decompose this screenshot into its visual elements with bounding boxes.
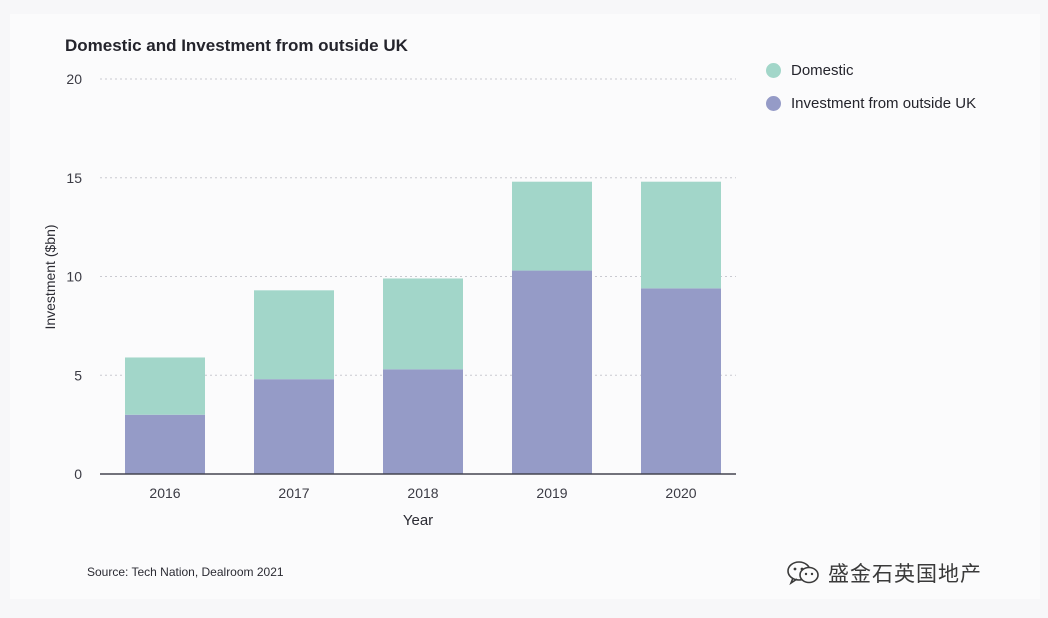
- x-tick-label: 2018: [407, 485, 438, 501]
- bar-outside-uk-2019: [512, 270, 592, 474]
- legend-label-outside-uk: Investment from outside UK: [791, 94, 977, 112]
- legend-item-domestic: Domestic: [766, 60, 854, 80]
- chart-title: Domestic and Investment from outside UK: [65, 36, 408, 55]
- bar-domestic-2018: [383, 278, 463, 370]
- bar-outside-uk-2018: [383, 369, 463, 474]
- y-tick-label: 20: [66, 71, 82, 87]
- bar-domestic-2019: [512, 181, 592, 271]
- x-tick-label: 2020: [665, 485, 696, 501]
- y-tick-label: 15: [66, 170, 82, 186]
- y-tick-label: 0: [74, 466, 82, 482]
- legend-item-outside-uk: Investment from outside UK: [766, 93, 976, 113]
- bar-domestic-2017: [254, 290, 334, 380]
- bar-domestic-2016: [125, 357, 205, 415]
- legend-swatch-outside-uk: [766, 95, 781, 111]
- x-tick-label: 2019: [536, 485, 567, 501]
- watermark-text: 盛金石英国地产: [828, 562, 982, 586]
- wechat-icon: [787, 561, 819, 586]
- bar-outside-uk-2020: [641, 288, 721, 474]
- bar-domestic-2020: [641, 181, 721, 289]
- watermark: 盛金石英国地产: [786, 559, 982, 587]
- y-axis-title: Investment ($bn): [42, 224, 58, 329]
- bar-outside-uk-2017: [254, 379, 334, 474]
- bar-outside-uk-2016: [125, 414, 205, 474]
- bars: [125, 181, 721, 474]
- legend-swatch-domestic: [766, 62, 781, 78]
- grid-lines: [100, 78, 736, 376]
- x-axis-title: Year: [403, 512, 433, 529]
- y-tick-label: 5: [74, 367, 82, 383]
- y-tick-label: 10: [66, 269, 82, 285]
- legend-label-domestic: Domestic: [791, 61, 854, 79]
- source-note: Source: Tech Nation, Dealroom 2021: [87, 565, 284, 579]
- x-tick-label: 2017: [278, 485, 309, 501]
- axes: 0 5 10 15 20 2016 2017 2018 2019 2020: [66, 71, 736, 501]
- x-tick-label: 2016: [149, 485, 180, 501]
